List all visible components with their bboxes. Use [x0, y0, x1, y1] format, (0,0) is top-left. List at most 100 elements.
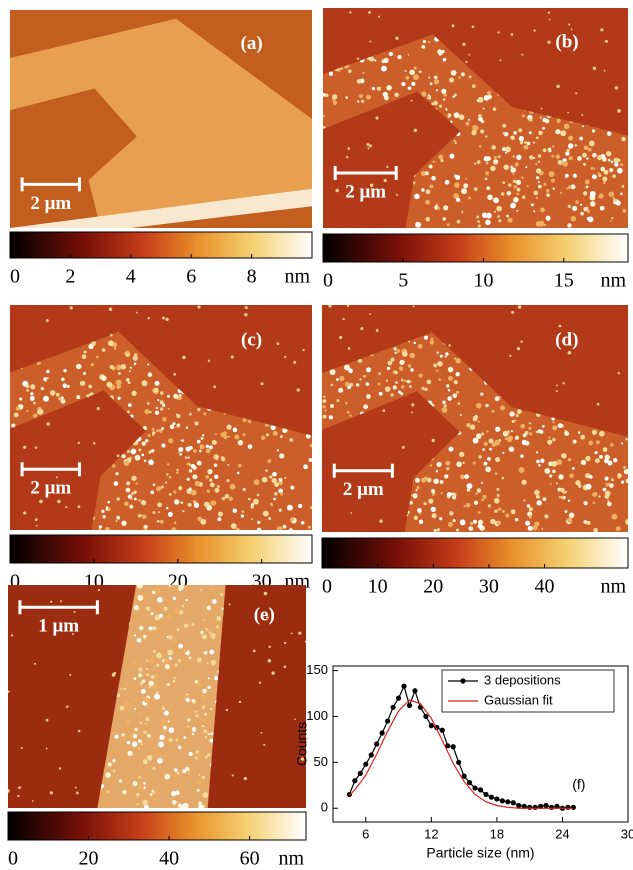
- particle: [577, 156, 582, 161]
- particle: [600, 206, 605, 211]
- particle: [425, 171, 429, 175]
- particle: [106, 508, 108, 510]
- particle: [502, 510, 505, 513]
- particle: [483, 108, 485, 110]
- particle: [155, 411, 159, 415]
- particle: [589, 475, 593, 479]
- particle: [127, 410, 130, 413]
- particle: [201, 437, 204, 440]
- particle: [386, 166, 388, 168]
- particle: [521, 176, 524, 179]
- particle: [611, 514, 617, 520]
- particle: [529, 515, 532, 518]
- particle: [595, 458, 600, 463]
- particle: [229, 603, 231, 605]
- particle: [148, 685, 151, 688]
- data-point: [505, 799, 510, 804]
- particle: [151, 612, 154, 615]
- particle: [267, 459, 271, 463]
- particle: [501, 192, 505, 196]
- particle: [127, 781, 130, 784]
- particle: [335, 189, 338, 192]
- particle: [599, 455, 603, 459]
- particle: [280, 492, 283, 495]
- panel-label: (a): [241, 33, 263, 54]
- particle: [461, 72, 465, 76]
- particle: [413, 305, 415, 307]
- particle: [556, 390, 558, 392]
- particle: [584, 501, 588, 505]
- particle: [137, 638, 142, 643]
- particle: [150, 793, 153, 796]
- particle: [606, 151, 611, 156]
- particle: [185, 456, 188, 459]
- particle: [365, 382, 369, 386]
- particle: [273, 498, 276, 501]
- particle: [153, 746, 157, 750]
- particle: [476, 403, 482, 409]
- particle: [167, 650, 173, 656]
- particle: [451, 70, 457, 76]
- particle: [172, 800, 177, 805]
- particle: [459, 452, 464, 457]
- particle: [155, 752, 160, 757]
- particle: [210, 708, 212, 710]
- particle: [452, 393, 457, 398]
- particle: [195, 756, 198, 759]
- particle: [207, 662, 209, 664]
- particle: [244, 777, 247, 780]
- particle: [396, 194, 398, 196]
- particle: [107, 790, 110, 793]
- particle: [197, 440, 201, 444]
- particle: [169, 738, 173, 742]
- particle: [152, 591, 156, 595]
- particle: [359, 378, 361, 380]
- particle: [478, 421, 480, 423]
- particle: [145, 723, 147, 725]
- particle: [429, 184, 433, 188]
- particle: [551, 155, 554, 158]
- particle: [582, 153, 587, 158]
- particle: [39, 500, 43, 504]
- particle: [97, 407, 100, 410]
- particle: [592, 174, 597, 179]
- particle: [468, 526, 473, 531]
- particle: [138, 739, 142, 743]
- particle: [268, 517, 271, 520]
- particle: [536, 176, 539, 179]
- particle: [117, 454, 120, 457]
- particle: [571, 216, 577, 222]
- particle: [487, 91, 491, 95]
- particle: [505, 152, 507, 154]
- particle: [522, 196, 525, 199]
- particle: [432, 513, 437, 518]
- particle: [128, 734, 133, 739]
- particle: [516, 155, 521, 160]
- particle: [517, 409, 522, 414]
- particle: [608, 159, 611, 162]
- data-point: [429, 723, 434, 728]
- particle: [560, 192, 562, 194]
- particle: [568, 500, 570, 502]
- particle: [209, 445, 213, 449]
- particle: [347, 147, 350, 150]
- particle: [277, 342, 280, 345]
- particle: [237, 472, 240, 475]
- particle: [202, 434, 204, 436]
- particle: [266, 433, 269, 436]
- particle: [612, 174, 616, 178]
- particle: [363, 375, 366, 378]
- particle: [63, 369, 66, 372]
- particle: [580, 204, 582, 206]
- particle: [214, 676, 218, 680]
- particle: [227, 464, 229, 466]
- particle: [366, 394, 371, 399]
- particle: [178, 584, 184, 590]
- particle: [478, 114, 482, 118]
- data-point: [478, 787, 483, 792]
- particle: [374, 59, 376, 61]
- colorbar: [8, 812, 306, 840]
- particle: [490, 519, 495, 524]
- particle: [508, 435, 513, 440]
- particle: [36, 525, 38, 527]
